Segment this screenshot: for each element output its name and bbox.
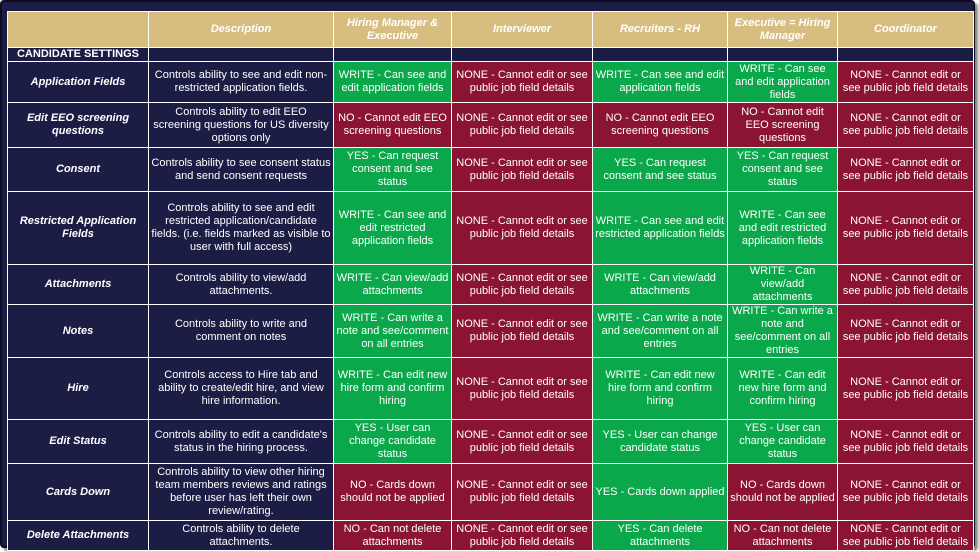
permission-cell-hiring-manager-executive: YES - Can request consent and see status xyxy=(333,147,452,192)
setting-name: Consent xyxy=(7,147,149,192)
setting-name: Notes xyxy=(7,304,149,358)
setting-description: Controls access to Hire tab and ability … xyxy=(148,357,334,420)
permission-cell-interviewer: NONE - Cannot edit or see public job fie… xyxy=(451,304,593,358)
permission-cell-recruiters-rh: WRITE - Can write a note and see/comment… xyxy=(592,304,728,358)
permission-cell-coordinator: NONE - Cannot edit or see public job fie… xyxy=(837,304,974,358)
setting-description: Controls ability to delete attachments. xyxy=(148,520,334,551)
setting-description: Controls ability to edit EEO screening q… xyxy=(148,102,334,148)
section-filler xyxy=(148,47,334,62)
permission-cell-hiring-manager-executive: WRITE - Can edit new hire form and confi… xyxy=(333,357,452,420)
section-row: CANDIDATE SETTINGS xyxy=(7,47,974,62)
section-filler xyxy=(451,47,593,62)
permission-cell-hiring-manager-executive: NO - Cannot edit EEO screening questions xyxy=(333,102,452,148)
table-row: Delete Attachments Controls ability to de… xyxy=(7,520,974,551)
permission-cell-hiring-manager-executive: WRITE - Can see and edit application fie… xyxy=(333,61,452,103)
permission-cell-hiring-manager-executive: YES - User can change candidate status xyxy=(333,419,452,464)
permission-cell-executive-hiring-manager: NO - Cannot edit EEO screening questions xyxy=(727,102,838,148)
permission-cell-coordinator: NONE - Cannot edit or see public job fie… xyxy=(837,520,974,551)
setting-name: Application Fields xyxy=(7,61,149,103)
permission-cell-recruiters-rh: WRITE - Can see and edit restricted appl… xyxy=(592,191,728,265)
permission-cell-executive-hiring-manager: WRITE - Can see and edit application fie… xyxy=(727,61,838,103)
permission-cell-coordinator: NONE - Cannot edit or see public job fie… xyxy=(837,357,974,420)
permission-cell-hiring-manager-executive: WRITE - Can see and edit restricted appl… xyxy=(333,191,452,265)
section-label: CANDIDATE SETTINGS xyxy=(7,47,149,62)
permission-cell-executive-hiring-manager: NO - Can not delete attachments xyxy=(727,520,838,551)
setting-name: Hire xyxy=(7,357,149,420)
permission-cell-coordinator: NONE - Cannot edit or see public job fie… xyxy=(837,61,974,103)
permission-cell-interviewer: NONE - Cannot edit or see public job fie… xyxy=(451,419,593,464)
permission-cell-hiring-manager-executive: NO - Cards down should not be applied xyxy=(333,463,452,521)
table-row: Edit Status Controls ability to edit a ca… xyxy=(7,419,974,464)
permission-cell-executive-hiring-manager: WRITE - Can view/add attachments xyxy=(727,264,838,305)
setting-description: Controls ability to view other hiring te… xyxy=(148,463,334,521)
permission-cell-interviewer: NONE - Cannot edit or see public job fie… xyxy=(451,61,593,103)
setting-description: Controls ability to write and comment on… xyxy=(148,304,334,358)
permission-cell-recruiters-rh: YES - User can change candidate status xyxy=(592,419,728,464)
header-recruiters-rh: Recruiters - RH xyxy=(592,11,728,48)
table-row: Edit EEO screening questions Controls abi… xyxy=(7,102,974,148)
permissions-table: Description Hiring Manager & Executive I… xyxy=(7,11,974,551)
table-row: Notes Controls ability to write and comme… xyxy=(7,304,974,358)
permission-cell-interviewer: NONE - Cannot edit or see public job fie… xyxy=(451,264,593,305)
section-filler xyxy=(727,47,838,62)
permission-cell-interviewer: NONE - Cannot edit or see public job fie… xyxy=(451,102,593,148)
permission-cell-hiring-manager-executive: NO - Can not delete attachments xyxy=(333,520,452,551)
header-hiring-manager-executive: Hiring Manager & Executive xyxy=(333,11,452,48)
header-setting xyxy=(7,11,149,48)
permission-cell-interviewer: NONE - Cannot edit or see public job fie… xyxy=(451,147,593,192)
setting-description: Controls ability to see and edit restric… xyxy=(148,191,334,265)
permission-cell-coordinator: NONE - Cannot edit or see public job fie… xyxy=(837,419,974,464)
setting-description: Controls ability to view/add attachments… xyxy=(148,264,334,305)
permission-cell-recruiters-rh: YES - Can delete attachments xyxy=(592,520,728,551)
permissions-rows: Application Fields Controls ability to se… xyxy=(7,61,974,551)
permission-cell-coordinator: NONE - Cannot edit or see public job fie… xyxy=(837,463,974,521)
setting-name: Edit Status xyxy=(7,419,149,464)
setting-name: Cards Down xyxy=(7,463,149,521)
permission-cell-coordinator: NONE - Cannot edit or see public job fie… xyxy=(837,264,974,305)
permission-cell-recruiters-rh: YES - Cards down applied xyxy=(592,463,728,521)
permission-cell-executive-hiring-manager: YES - Can request consent and see status xyxy=(727,147,838,192)
table-row: Hire Controls access to Hire tab and abil… xyxy=(7,357,974,420)
permission-cell-interviewer: NONE - Cannot edit or see public job fie… xyxy=(451,520,593,551)
setting-name: Delete Attachments xyxy=(7,520,149,551)
table-row: Attachments Controls ability to view/add … xyxy=(7,264,974,305)
setting-description: Controls ability to edit a candidate's s… xyxy=(148,419,334,464)
header-interviewer: Interviewer xyxy=(451,11,593,48)
permission-cell-interviewer: NONE - Cannot edit or see public job fie… xyxy=(451,191,593,265)
header-description: Description xyxy=(148,11,334,48)
header-row: Description Hiring Manager & Executive I… xyxy=(7,11,974,48)
header-coordinator: Coordinator xyxy=(837,11,974,48)
permission-cell-recruiters-rh: WRITE - Can view/add attachments xyxy=(592,264,728,305)
permission-cell-hiring-manager-executive: WRITE - Can write a note and see/comment… xyxy=(333,304,452,358)
permission-cell-coordinator: NONE - Cannot edit or see public job fie… xyxy=(837,191,974,265)
section-filler xyxy=(837,47,974,62)
setting-description: Controls ability to see consent status a… xyxy=(148,147,334,192)
permission-cell-executive-hiring-manager: WRITE - Can see and edit restricted appl… xyxy=(727,191,838,265)
section-filler xyxy=(333,47,452,62)
table-row: Restricted Application Fields Controls ab… xyxy=(7,191,974,265)
section-filler xyxy=(592,47,728,62)
permission-cell-hiring-manager-executive: WRITE - Can view/add attachments xyxy=(333,264,452,305)
setting-name: Restricted Application Fields xyxy=(7,191,149,265)
permission-cell-interviewer: NONE - Cannot edit or see public job fie… xyxy=(451,463,593,521)
permission-cell-executive-hiring-manager: YES - User can change candidate status xyxy=(727,419,838,464)
setting-description: Controls ability to see and edit non-res… xyxy=(148,61,334,103)
setting-name: Attachments xyxy=(7,264,149,305)
permission-cell-coordinator: NONE - Cannot edit or see public job fie… xyxy=(837,102,974,148)
permission-cell-recruiters-rh: WRITE - Can see and edit application fie… xyxy=(592,61,728,103)
setting-name: Edit EEO screening questions xyxy=(7,102,149,148)
table-row: Cards Down Controls ability to view other… xyxy=(7,463,974,521)
permission-cell-recruiters-rh: YES - Can request consent and see status xyxy=(592,147,728,192)
permission-cell-coordinator: NONE - Cannot edit or see public job fie… xyxy=(837,147,974,192)
permission-cell-executive-hiring-manager: WRITE - Can write a note and see/comment… xyxy=(727,304,838,358)
permission-cell-executive-hiring-manager: NO - Cards down should not be applied xyxy=(727,463,838,521)
permission-cell-recruiters-rh: WRITE - Can edit new hire form and confi… xyxy=(592,357,728,420)
permission-cell-recruiters-rh: NO - Cannot edit EEO screening questions xyxy=(592,102,728,148)
table-row: Application Fields Controls ability to se… xyxy=(7,61,974,103)
permission-cell-executive-hiring-manager: WRITE - Can edit new hire form and confi… xyxy=(727,357,838,420)
header-executive-hiring-manager: Executive = Hiring Manager xyxy=(727,11,838,48)
permission-cell-interviewer: NONE - Cannot edit or see public job fie… xyxy=(451,357,593,420)
table-row: Consent Controls ability to see consent s… xyxy=(7,147,974,192)
